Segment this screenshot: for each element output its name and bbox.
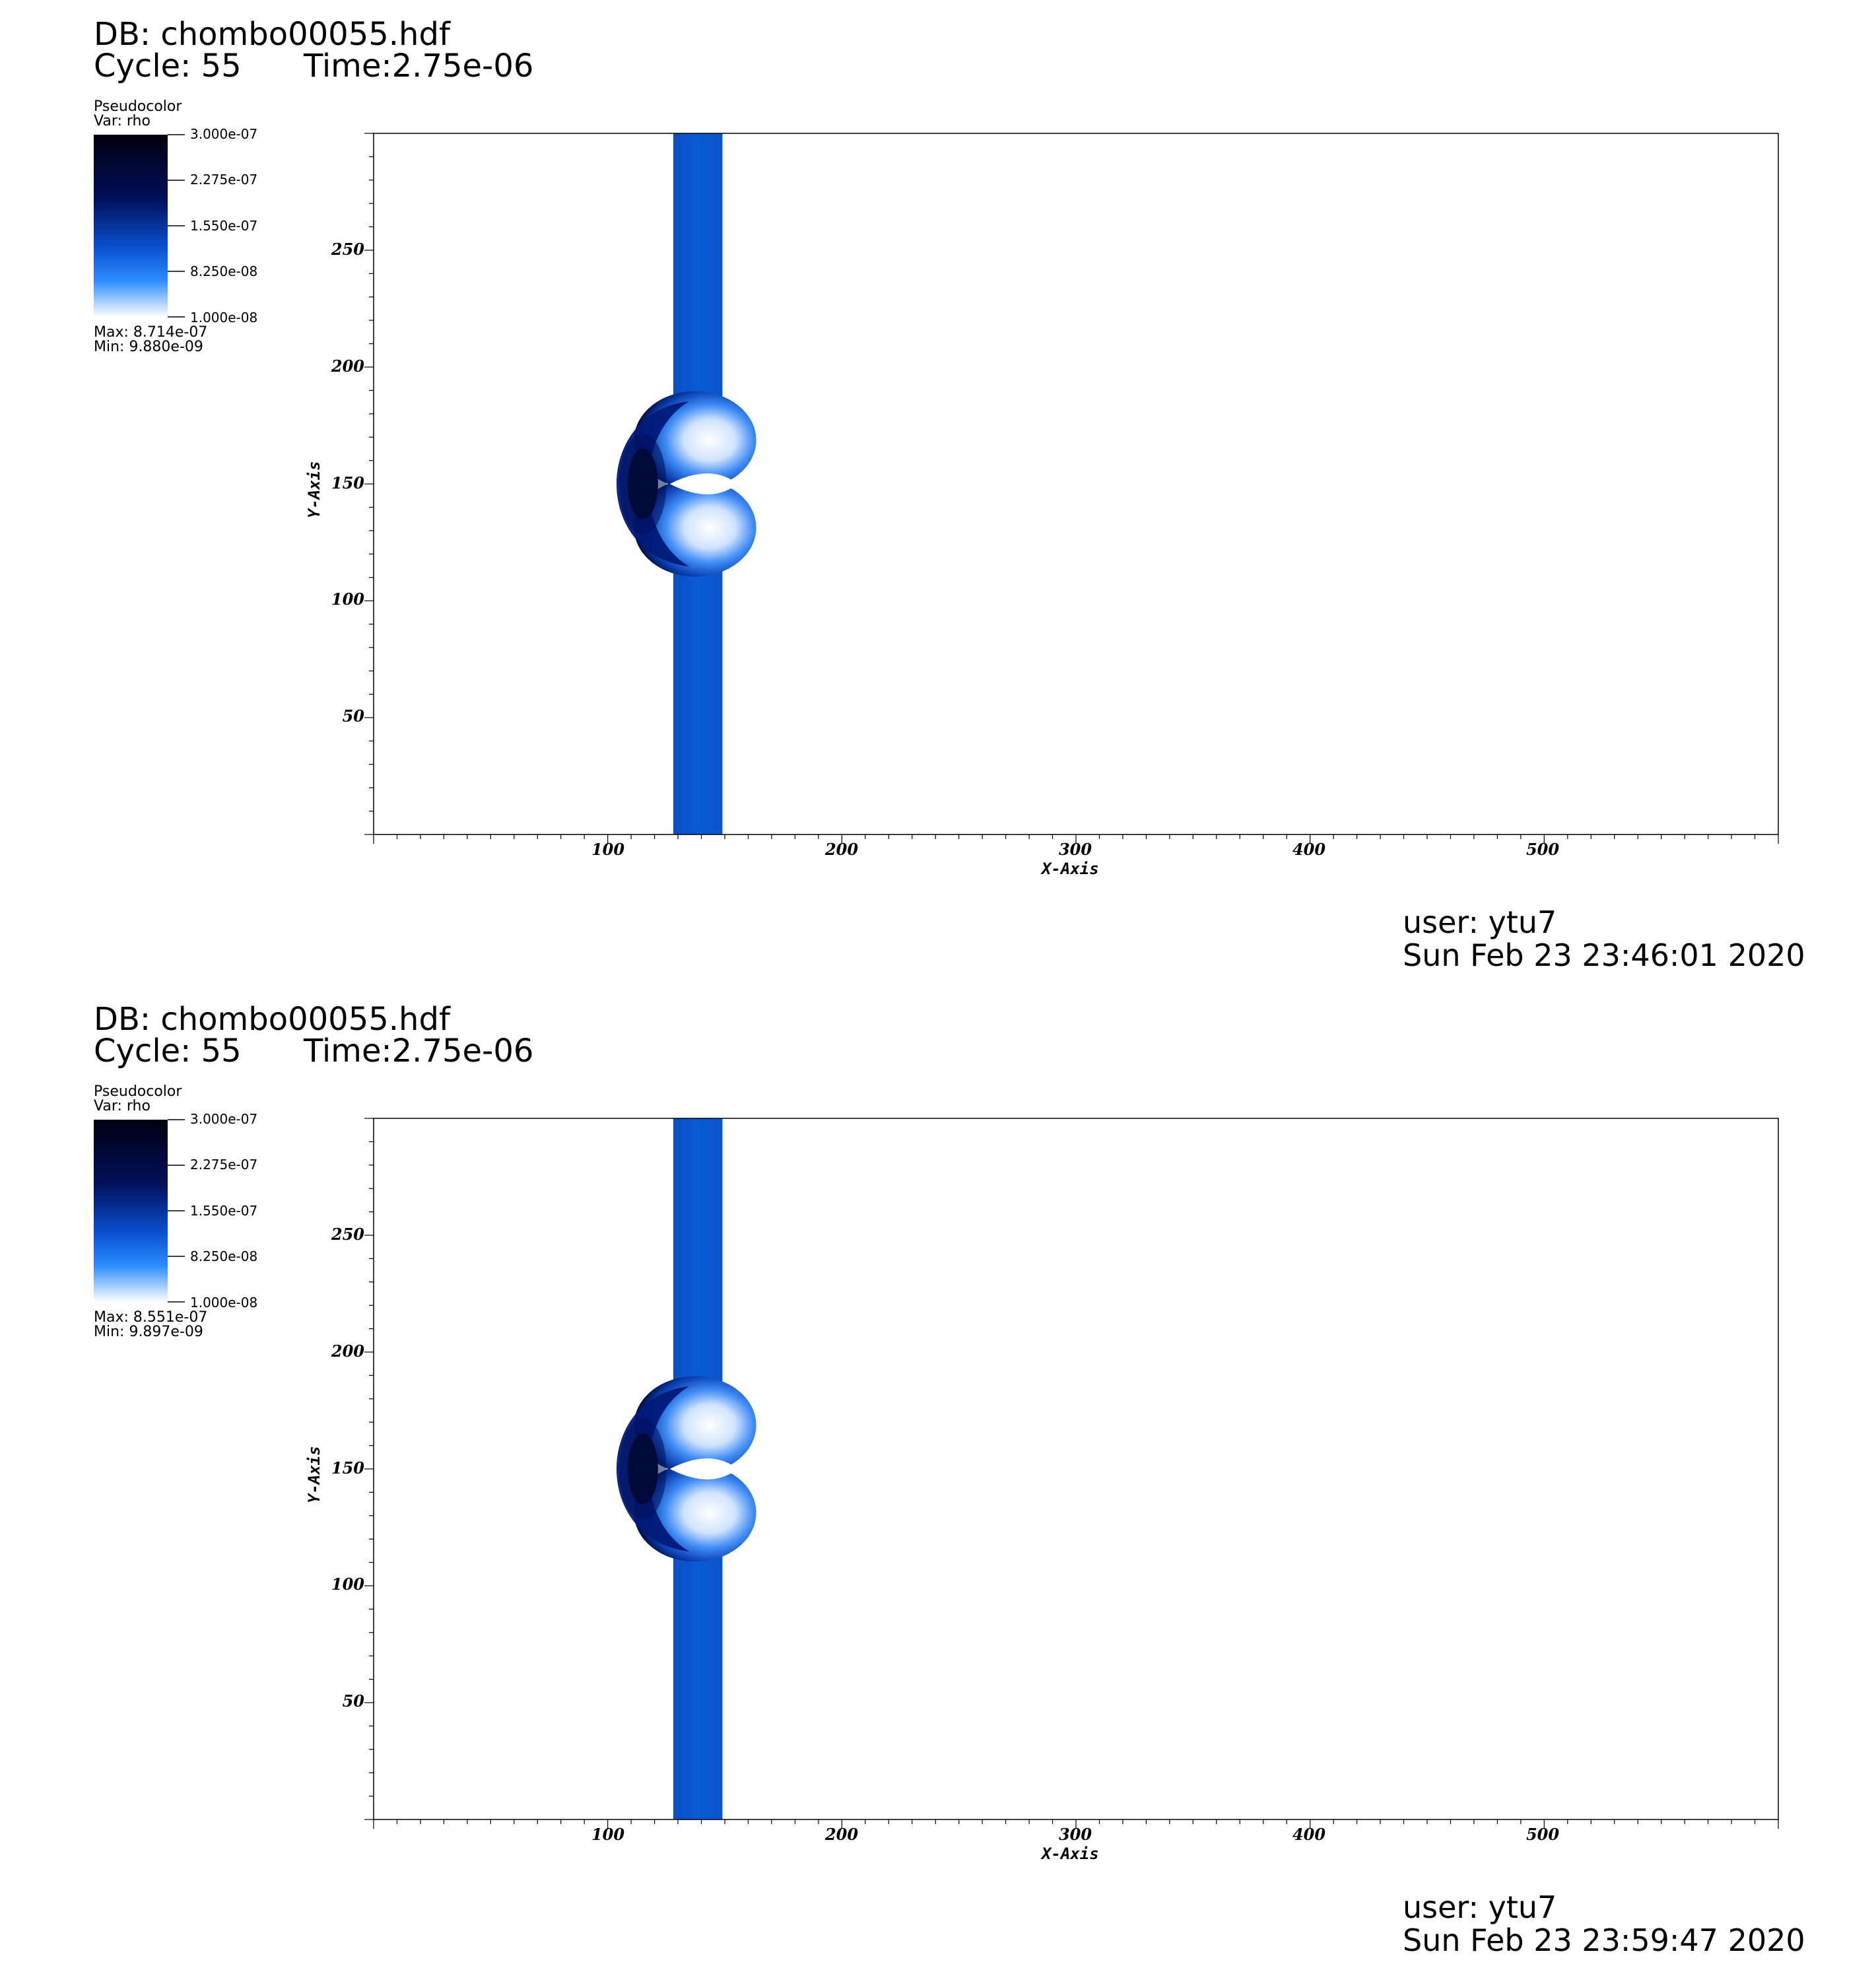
legend-tick-label: 2.275e-07	[190, 172, 258, 187]
x-axis-label: X-Axis	[1042, 1845, 1099, 1863]
legend-var: Var: rho	[94, 113, 151, 129]
y-tick-label: 100	[331, 1575, 364, 1594]
x-tick-label: 500	[1525, 840, 1560, 859]
legend-tick-label: 8.250e-08	[190, 1248, 258, 1264]
legend-colorbar	[94, 135, 168, 317]
y-tick-label: 250	[331, 1225, 364, 1244]
cycle-label: Cycle: 55	[94, 48, 242, 85]
legend-tick-label: 1.000e-08	[190, 1295, 258, 1310]
legend-tick-label: 2.275e-07	[190, 1157, 258, 1172]
y-axis-label: Y-Axis	[305, 1446, 323, 1503]
legend-max: Max: 8.714e-07	[94, 324, 208, 341]
x-tick-label: 300	[1058, 840, 1092, 859]
y-tick-label: 50	[342, 706, 364, 726]
plot-panel-2: DB: chombo00055.hdf Cycle: 55 Time:2.75e…	[0, 985, 1876, 1970]
legend-min: Min: 9.880e-09	[94, 339, 203, 355]
y-tick-label: 200	[331, 1342, 364, 1361]
y-tick-label: 50	[342, 1691, 364, 1711]
lobe-gap	[669, 473, 731, 494]
legend-tick-label: 1.550e-07	[190, 218, 258, 234]
x-tick-label: 500	[1525, 1825, 1560, 1844]
core-halo	[619, 1418, 667, 1520]
density-band-lower	[673, 564, 723, 834]
legend-max: Max: 8.551e-07	[94, 1309, 208, 1326]
y-axis-label: Y-Axis	[305, 461, 323, 518]
legend-tick-label: 1.000e-08	[190, 310, 258, 325]
x-tick-label: 400	[1292, 1825, 1326, 1844]
plot-frame	[373, 1118, 1779, 1820]
db-label: DB: chombo00055.hdf	[94, 1001, 450, 1038]
x-axis-label: X-Axis	[1042, 860, 1099, 878]
plot-area-svg	[94, 133, 1779, 844]
y-tick-label: 150	[331, 1458, 364, 1478]
x-tick-label: 100	[591, 840, 625, 859]
y-tick-label: 150	[331, 473, 364, 493]
y-tick-label: 200	[331, 357, 364, 376]
legend-tick-label: 3.000e-07	[190, 1111, 258, 1127]
plot-panel-1: DB: chombo00055.hdf Cycle: 55 Time:2.75e…	[94, 16, 1805, 973]
footer-user: user: ytu7	[1403, 904, 1557, 940]
legend-plot-type: Pseudocolor	[94, 1083, 182, 1100]
legend-tick-label: 8.250e-08	[190, 263, 258, 279]
y-tick-label: 100	[331, 590, 364, 609]
db-label: DB: chombo00055.hdf	[94, 16, 450, 53]
footer-user: user: ytu7	[1403, 1889, 1557, 1925]
cycle-label: Cycle: 55	[94, 1033, 242, 1070]
plot-area-svg	[94, 1118, 1779, 1829]
x-tick-label: 200	[824, 840, 859, 859]
x-tick-label: 300	[1058, 1825, 1092, 1844]
time-label: Time:2.75e-06	[304, 1033, 534, 1070]
density-band-upper	[673, 1118, 723, 1389]
legend-var: Var: rho	[94, 1098, 151, 1114]
legend-colorbar	[94, 1120, 168, 1302]
time-label: Time:2.75e-06	[304, 48, 534, 85]
lobe-gap	[669, 1458, 731, 1479]
plot-frame	[373, 133, 1779, 835]
density-band-lower	[673, 1549, 723, 1819]
y-tick-label: 250	[331, 240, 364, 259]
footer-date: Sun Feb 23 23:46:01 2020	[1403, 937, 1805, 973]
x-tick-label: 400	[1292, 840, 1326, 859]
legend-tick-label: 3.000e-07	[190, 126, 258, 142]
density-band-upper	[673, 133, 723, 404]
legend-plot-type: Pseudocolor	[94, 98, 182, 115]
density-field	[616, 133, 756, 834]
legend-tick-label: 1.550e-07	[190, 1203, 258, 1219]
density-field	[616, 1118, 756, 1819]
core-halo	[619, 433, 667, 535]
x-tick-label: 200	[824, 1825, 859, 1844]
x-tick-label: 100	[591, 1825, 625, 1844]
legend-min: Min: 9.897e-09	[94, 1324, 203, 1340]
footer-date: Sun Feb 23 23:59:47 2020	[1403, 1922, 1805, 1958]
